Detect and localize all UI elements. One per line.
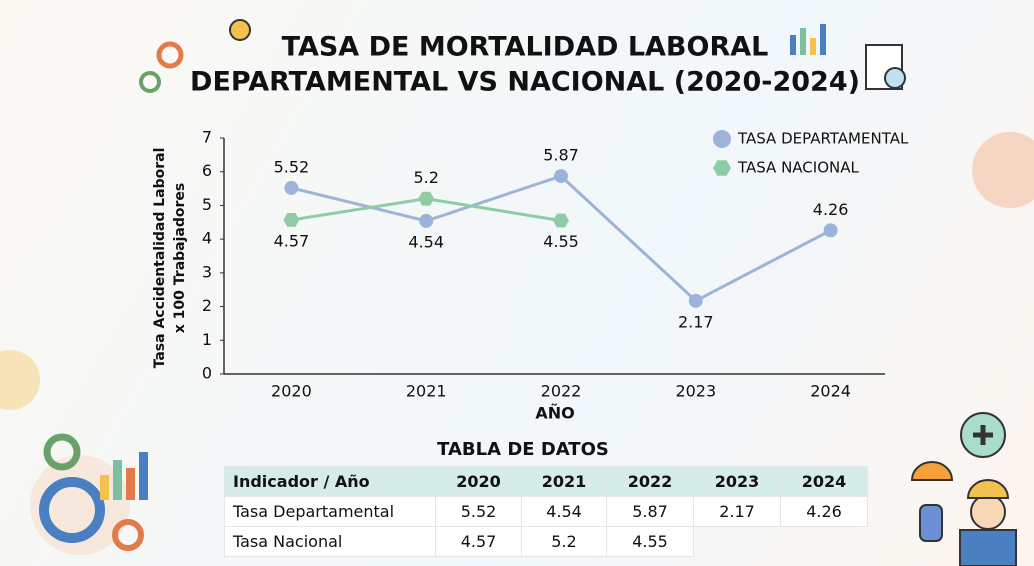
x-tick-label: 2022: [541, 382, 582, 401]
x-tick-label: 2021: [406, 382, 447, 401]
data-point: [823, 223, 838, 238]
y-tick-label: 5: [202, 195, 212, 214]
table-cell: 2024: [780, 466, 868, 497]
table-cell: Tasa Nacional: [224, 526, 436, 557]
decoration: [972, 132, 1034, 208]
y-tick-label: 6: [202, 161, 212, 180]
title-icons: [139, 19, 906, 93]
x-tick-label: 2020: [271, 382, 312, 401]
y-tick-label: 3: [202, 262, 212, 281]
y-axis-label: x 100 Trabajadores: [172, 183, 188, 333]
table-cell: 4.54: [521, 496, 607, 527]
data-point: [688, 293, 703, 308]
y-tick-label: 2: [202, 296, 212, 315]
table-cell: 4.57: [435, 526, 522, 557]
table-cell: 5.2: [521, 526, 607, 557]
table-cell: 2023: [693, 466, 781, 497]
data-label: 2.17: [678, 312, 714, 331]
table-cell: 2.17: [693, 496, 781, 527]
table-cell: 2022: [606, 466, 694, 497]
table-row: Tasa Departamental 5.52 4.54 5.87 2.17 4.26: [224, 496, 868, 527]
legend-marker: [713, 130, 731, 148]
legend-label: TASA NACIONAL: [737, 159, 859, 177]
data-point: [419, 213, 434, 228]
data-point: [418, 191, 435, 206]
gear-icon: [39, 433, 148, 551]
data-label: 4.54: [408, 232, 444, 251]
table-row: Tasa Nacional 4.57 5.2 4.55: [224, 526, 868, 557]
table-title: TABLA DE DATOS: [437, 439, 609, 460]
table-cell: 5.52: [435, 496, 522, 527]
decoration: [0, 350, 40, 410]
legend-label: TASA DEPARTAMENTAL: [737, 130, 909, 148]
table-cell: 5.87: [606, 496, 694, 527]
data-label: 4.57: [274, 231, 310, 250]
table-cell: 2020: [435, 466, 522, 497]
data-table: Indicador / Año 2020 2021 2022 2023 2024 Tasa …: [224, 466, 868, 557]
data-point: [553, 213, 569, 228]
legend-marker: [713, 160, 731, 176]
data-label: 5.52: [274, 157, 310, 176]
table-cell: [694, 527, 781, 557]
table-cell: Tasa Departamental: [224, 496, 436, 527]
y-tick-label: 1: [202, 330, 212, 349]
y-tick-label: 7: [202, 128, 212, 147]
data-label: 4.26: [813, 200, 849, 219]
table-cell: 4.26: [780, 496, 868, 527]
chart-title: TASA DE MORTALIDAD LABORAL: [282, 32, 769, 63]
table-cell: 4.55: [606, 526, 694, 557]
table-cell: [781, 527, 868, 557]
data-point: [284, 180, 299, 195]
y-tick-label: 4: [202, 229, 212, 248]
data-label: 4.55: [543, 232, 579, 251]
data-label: 5.87: [543, 146, 579, 165]
y-axis-label: Tasa Accidentalidad Laboral: [152, 148, 168, 369]
worker-icon: [910, 412, 1017, 566]
table-row: Indicador / Año 2020 2021 2022 2023 2024: [224, 466, 868, 497]
x-axis-label: AÑO: [535, 404, 574, 423]
x-tick-label: 2023: [675, 382, 716, 401]
data-point: [283, 212, 300, 227]
chart-title: DEPARTAMENTAL VS NACIONAL (2020-2024): [190, 67, 860, 98]
y-tick-label: 0: [202, 364, 212, 383]
table-cell: 2021: [521, 466, 607, 497]
data-point: [554, 169, 568, 184]
x-tick-label: 2024: [810, 382, 851, 401]
table-cell: Indicador / Año: [224, 466, 436, 497]
data-label: 5.2: [413, 168, 438, 187]
